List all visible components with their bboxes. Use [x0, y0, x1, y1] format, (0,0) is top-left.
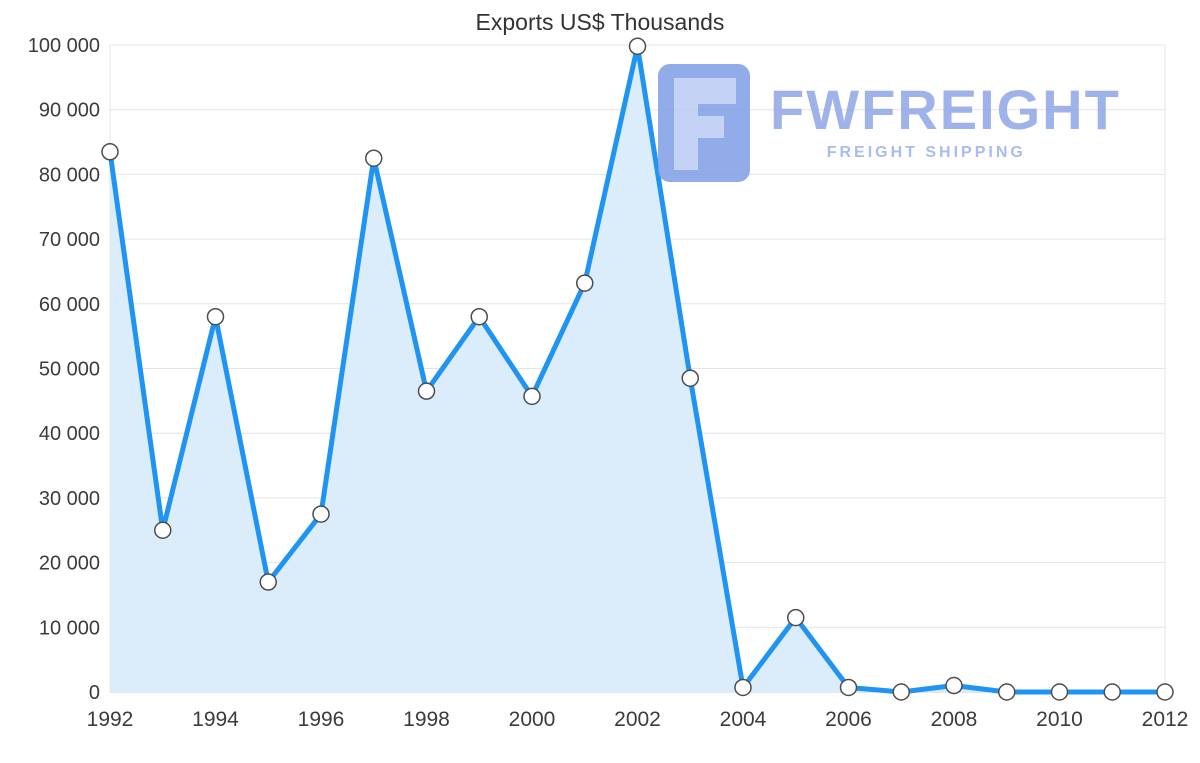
data-point-marker — [154, 521, 172, 539]
y-axis-label: 30 000 — [39, 488, 100, 510]
data-point-marker — [417, 382, 436, 400]
x-axis-label: 1998 — [403, 708, 450, 731]
y-axis-label: 40 000 — [39, 423, 100, 445]
y-axis-label: 50 000 — [39, 359, 100, 381]
data-point-marker — [312, 505, 330, 523]
data-point-marker — [787, 608, 805, 627]
y-axis-label: 20 000 — [39, 553, 100, 575]
data-point-marker — [470, 307, 488, 326]
data-point-marker — [576, 274, 594, 292]
data-point-marker — [734, 678, 752, 697]
data-point-marker — [1156, 683, 1174, 701]
y-axis-label: 60 000 — [39, 294, 100, 316]
x-axis-label: 2012 — [1142, 708, 1189, 731]
chart-area-fill — [110, 46, 1165, 692]
data-point-marker — [365, 149, 383, 167]
data-point-marker — [259, 573, 277, 591]
data-point-marker — [523, 387, 541, 406]
y-axis-label: 100 000 — [28, 35, 100, 57]
data-point-marker — [945, 676, 963, 695]
y-axis-label: 80 000 — [39, 164, 100, 186]
data-point-marker — [1050, 683, 1069, 701]
y-axis-label: 70 000 — [39, 229, 100, 251]
x-axis-label: 2006 — [825, 708, 872, 731]
data-point-marker — [998, 683, 1016, 701]
x-axis-label: 2008 — [931, 708, 978, 731]
y-axis-label: 0 — [89, 682, 100, 704]
data-point-marker — [681, 369, 699, 387]
x-axis-label: 1992 — [87, 708, 134, 731]
data-point-marker — [628, 37, 647, 56]
data-point-marker — [839, 678, 858, 697]
x-axis-label: 1996 — [298, 708, 345, 731]
y-axis-label: 90 000 — [39, 100, 100, 122]
data-point-marker — [206, 307, 225, 326]
chart-title: Exports US$ Thousands — [475, 9, 725, 35]
data-point-marker — [1103, 683, 1121, 701]
data-point-marker — [101, 143, 119, 161]
x-axis-label: 1994 — [192, 708, 239, 731]
y-axis-label: 10 000 — [39, 617, 100, 639]
x-axis-label: 2010 — [1036, 708, 1083, 731]
x-axis-label: 2002 — [614, 708, 661, 731]
x-axis-label: 2004 — [720, 708, 767, 731]
data-point-marker — [892, 683, 910, 701]
x-axis-label: 2000 — [509, 708, 556, 731]
